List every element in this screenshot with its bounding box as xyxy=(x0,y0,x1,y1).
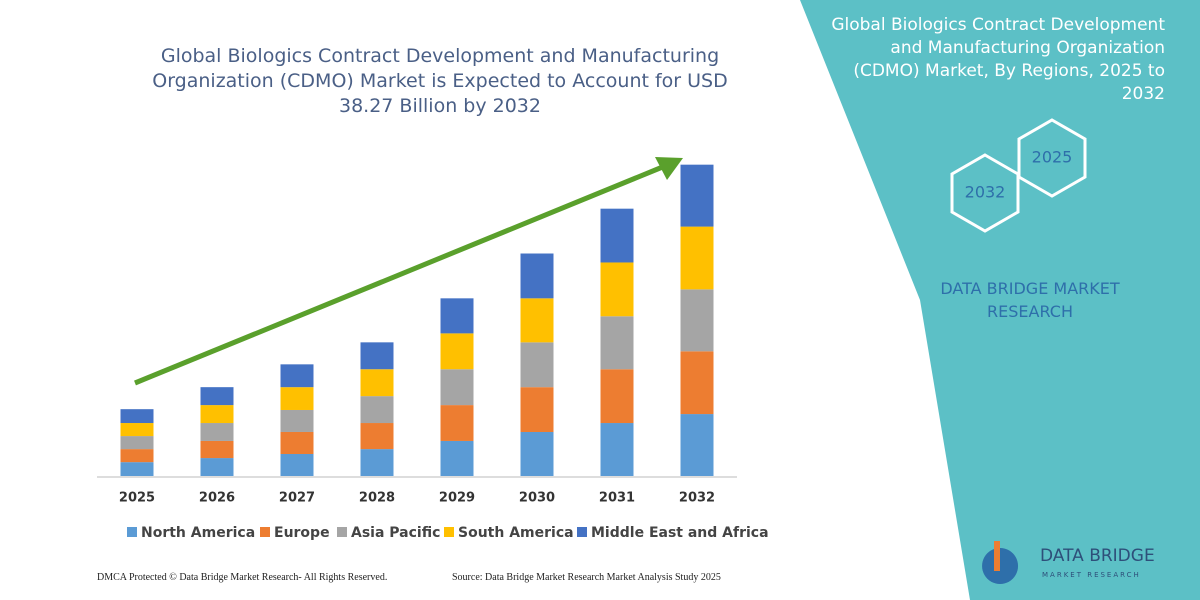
bar-segment xyxy=(680,414,714,476)
x-tick-label: 2026 xyxy=(199,491,235,506)
bar-segment xyxy=(680,289,714,352)
bar-segment xyxy=(360,423,394,450)
bar-segment xyxy=(360,342,394,370)
legend-label: North America xyxy=(141,525,255,541)
bar-segment xyxy=(120,423,154,437)
panel-title: Global Biologics Contract Development an… xyxy=(831,15,1165,104)
bar-segment xyxy=(280,364,314,388)
bar-segment xyxy=(120,462,154,476)
bar-segment xyxy=(520,342,554,388)
legend-label: South America xyxy=(458,525,574,541)
bar-segment xyxy=(280,431,314,454)
bar-segment xyxy=(120,436,154,450)
bar-segment xyxy=(600,262,634,317)
bar-segment xyxy=(520,253,554,299)
side-panel xyxy=(800,0,1200,600)
bar-segment xyxy=(360,369,394,397)
legend-swatch xyxy=(127,527,137,537)
hex-label: 2032 xyxy=(965,183,1006,202)
bar-segment xyxy=(440,405,474,441)
bar-segment xyxy=(280,453,314,476)
x-tick-label: 2032 xyxy=(679,491,715,506)
bar-segment xyxy=(680,164,714,227)
bar-segment xyxy=(200,387,234,406)
x-tick-label: 2031 xyxy=(599,491,635,506)
logo-mark xyxy=(994,541,1000,571)
bar-segment xyxy=(200,423,234,441)
x-tick-label: 2025 xyxy=(119,491,155,506)
hex-label: 2025 xyxy=(1032,148,1073,167)
bar-segment xyxy=(600,423,634,476)
hexagon xyxy=(1017,118,1087,198)
bar-segment xyxy=(360,396,394,424)
bar-segment xyxy=(280,387,314,410)
legend-label: Asia Pacific xyxy=(351,525,440,541)
bar-segment xyxy=(440,440,474,476)
bar-segment xyxy=(520,431,554,476)
bar-segment xyxy=(360,449,394,476)
footer-left: DMCA Protected © Data Bridge Market Rese… xyxy=(97,572,388,583)
legend-swatch xyxy=(577,527,587,537)
bar-segment xyxy=(600,369,634,424)
legend-swatch xyxy=(444,527,454,537)
bar-segment xyxy=(600,316,634,370)
bar-segment xyxy=(440,333,474,370)
x-tick-label: 2027 xyxy=(279,491,315,506)
arrow-head xyxy=(655,157,683,180)
bar-segment xyxy=(200,405,234,424)
bar-segment xyxy=(680,226,714,290)
bar-segment xyxy=(120,409,154,424)
legend-label: Middle East and Africa xyxy=(591,525,769,541)
legend-swatch xyxy=(260,527,270,537)
bar-segment xyxy=(680,351,714,415)
bar-segment xyxy=(520,387,554,432)
chart-title: Global Biologics Contract Development an… xyxy=(152,45,728,117)
bar-segment xyxy=(280,409,314,432)
logo-mark xyxy=(982,548,1019,584)
hexagon xyxy=(950,153,1020,233)
x-tick-label: 2028 xyxy=(359,491,395,506)
logo-tagline: MARKET RESEARCH xyxy=(1042,571,1141,579)
bar-segment xyxy=(600,208,634,263)
bar-segment xyxy=(520,298,554,343)
bar-segment xyxy=(440,298,474,334)
x-tick-label: 2029 xyxy=(439,491,475,506)
legend-label: Europe xyxy=(274,525,330,541)
bar-segment xyxy=(440,369,474,406)
trend-arrow xyxy=(134,163,666,386)
bar-segment xyxy=(200,440,234,459)
bar-segment xyxy=(120,449,154,463)
legend-swatch xyxy=(337,527,347,537)
brand-text: DATA BRIDGE MARKET RESEARCH xyxy=(940,279,1120,321)
bar-segment xyxy=(200,458,234,476)
logo-name: DATA BRIDGE xyxy=(1040,546,1155,566)
x-tick-label: 2030 xyxy=(519,491,555,506)
footer-right: Source: Data Bridge Market Research Mark… xyxy=(452,572,721,583)
